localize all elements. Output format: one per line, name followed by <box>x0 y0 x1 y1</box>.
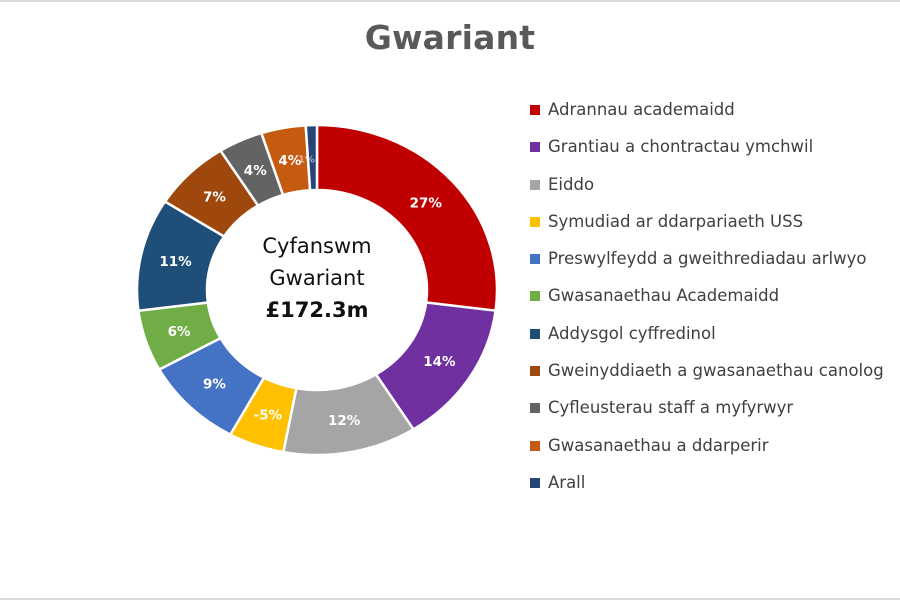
slice-data-label: 27% <box>410 195 443 211</box>
chart-frame-bottom-border <box>0 598 900 600</box>
slice-data-label: 14% <box>423 354 456 370</box>
legend-item: Cyfleusterau staff a myfyrwyr <box>530 396 900 433</box>
legend-color-swatch-icon <box>530 440 540 451</box>
slice-data-label: 6% <box>168 324 191 340</box>
legend-color-swatch-icon <box>530 216 540 227</box>
center-label-total: £172.3m <box>265 298 369 322</box>
slice-data-label: -5% <box>254 408 283 424</box>
legend-item: Gwasanaethau Academaidd <box>530 284 900 321</box>
chart-frame-top-border <box>0 0 900 2</box>
legend-color-swatch-icon <box>530 254 540 265</box>
slice-data-label: 9% <box>203 377 226 393</box>
slice-data-label: 4% <box>244 163 267 179</box>
legend-item: Gweinyddiaeth a gwasanaethau canolog <box>530 359 900 396</box>
slice-data-label: 11% <box>159 254 192 270</box>
legend-label: Arall <box>548 472 586 492</box>
legend-color-swatch-icon <box>530 179 540 190</box>
legend-item: Gwasanaethau a ddarperir <box>530 434 900 471</box>
legend-color-swatch-icon <box>530 291 540 302</box>
legend-label: Gwasanaethau a ddarperir <box>548 435 769 455</box>
legend-item: Grantiau a chontractau ymchwil <box>530 135 900 172</box>
legend-label: Grantiau a chontractau ymchwil <box>548 137 814 157</box>
donut-slice <box>315 123 499 313</box>
legend-item: Preswylfeydd a gweithrediadau arlwyo <box>530 247 900 284</box>
legend-label: Gwasanaethau Academaidd <box>548 286 780 306</box>
legend-item: Adrannau academaidd <box>530 98 900 135</box>
donut-data-labels: 27%14%12%-5%9%6%11%7%4%4%1% <box>159 153 456 429</box>
chart-legend: Adrannau academaidd Grantiau a chontract… <box>530 98 900 508</box>
center-label-line2: Gwariant <box>269 266 365 290</box>
legend-color-swatch-icon <box>530 328 540 339</box>
donut-center-label: Cyfanswm Gwariant £172.3m <box>207 230 427 326</box>
legend-item: Eiddo <box>530 173 900 210</box>
legend-item: Symudiad ar ddarpariaeth USS <box>530 210 900 247</box>
legend-label: Adrannau academaidd <box>548 100 735 119</box>
donut-slices <box>135 123 499 457</box>
legend-item: Addysgol cyffredinol <box>530 322 900 359</box>
slice-data-label: 7% <box>203 189 226 205</box>
slice-data-label: 1% <box>298 155 315 166</box>
legend-label: Cyfleusterau staff a myfyrwyr <box>548 398 794 418</box>
legend-label: Preswylfeydd a gweithrediadau arlwyo <box>548 249 867 269</box>
legend-label: Gweinyddiaeth a gwasanaethau canolog <box>548 361 884 381</box>
chart-title: Gwariant <box>364 18 536 57</box>
legend-color-swatch-icon <box>530 105 540 115</box>
slice-data-label: 4% <box>278 153 301 169</box>
legend-item: Arall <box>530 471 900 508</box>
legend-color-swatch-icon <box>530 142 540 153</box>
donut-slice <box>304 123 319 192</box>
legend-color-swatch-icon <box>530 477 540 488</box>
legend-color-swatch-icon <box>530 366 540 377</box>
legend-label: Eiddo <box>548 174 595 194</box>
legend-label: Addysgol cyffredinol <box>548 323 716 343</box>
legend-color-swatch-icon <box>530 403 540 414</box>
slice-data-label: 12% <box>328 413 361 429</box>
legend-label: Symudiad ar ddarpariaeth USS <box>548 211 804 231</box>
center-label-line1: Cyfanswm <box>262 234 372 258</box>
